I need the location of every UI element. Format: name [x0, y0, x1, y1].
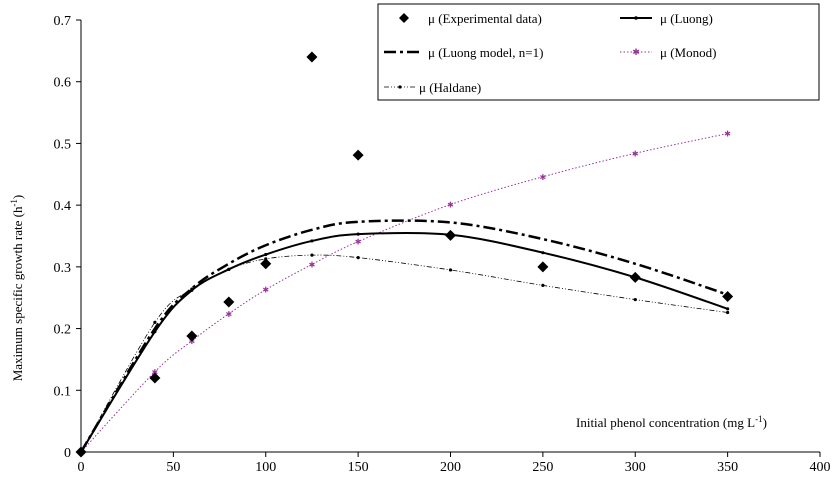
- x-tick-label: 100: [255, 460, 276, 475]
- x-tick-label: 150: [348, 460, 369, 475]
- x-axis-title-sup: -1: [755, 414, 763, 424]
- data-point-luong: [227, 267, 231, 271]
- data-point-monod: ✱: [632, 149, 639, 158]
- data-point-experimental: [722, 290, 734, 302]
- legend-label-haldane: μ (Haldane): [419, 80, 481, 95]
- series-luong: [79, 231, 730, 454]
- legend-point-haldane: [398, 85, 402, 89]
- data-point-monod: ✱: [152, 368, 159, 377]
- x-tick-label: 350: [717, 460, 738, 475]
- x-tick-label: 250: [532, 460, 553, 475]
- data-point-experimental: [149, 372, 161, 384]
- series-line-haldane: [80, 254, 728, 453]
- x-tick-label: 200: [440, 460, 461, 475]
- data-point-experimental: [537, 261, 549, 273]
- legend-point-luong: [634, 16, 638, 20]
- data-point-luong: [726, 307, 730, 311]
- data-point-haldane: [153, 320, 157, 324]
- y-tick-label: 0.5: [54, 137, 72, 152]
- series-line-luong-n1: [79, 219, 729, 453]
- data-point-monod: ✱: [225, 310, 232, 319]
- x-tick-label: 300: [625, 460, 646, 475]
- series-monod: ✱✱✱✱✱✱✱✱✱✱✱: [78, 130, 732, 457]
- y-tick-label: 0.7: [54, 14, 72, 29]
- x-axis-title: Initial phenol concentration (mg L-1): [576, 414, 767, 430]
- x-tick-label: 50: [166, 460, 180, 475]
- series-layer: ✱✱✱✱✱✱✱✱✱✱✱: [75, 51, 734, 458]
- data-point-haldane: [726, 310, 730, 315]
- data-point-haldane: [541, 283, 545, 287]
- legend-label-luong: μ (Luong): [660, 11, 713, 26]
- y-tick-label: 0.6: [54, 76, 72, 91]
- series-line-monod: [80, 133, 728, 453]
- data-point-experimental: [260, 258, 272, 270]
- data-point-monod: ✱: [447, 201, 454, 210]
- data-point-luong: [153, 330, 157, 334]
- y-tick-label: 0.3: [54, 261, 72, 276]
- data-point-luong: [190, 288, 194, 292]
- legend-marker-experimental: [399, 13, 409, 23]
- data-point-monod: ✱: [309, 260, 316, 269]
- data-point-experimental: [75, 446, 87, 458]
- data-point-haldane: [448, 268, 453, 272]
- data-point-monod: ✱: [540, 173, 547, 182]
- data-point-luong: [541, 251, 545, 255]
- y-axis-title: Maximum specific growth rate (h-1): [9, 195, 25, 382]
- legend-frame: [377, 3, 820, 101]
- data-point-luong: [264, 252, 268, 257]
- x-tick-label: 400: [810, 460, 831, 475]
- y-tick-label: 0: [64, 446, 71, 461]
- axes: 0 50 100 150 200 250 300 350 400 0 0.1 0.2 0.3 0.4 0.5…: [54, 14, 831, 475]
- data-point-monod: ✱: [724, 130, 731, 139]
- y-axis-title-main: Maximum specific growth rate (h: [10, 206, 25, 381]
- legend-label-monod: μ (Monod): [660, 45, 716, 60]
- data-point-experimental: [186, 330, 198, 342]
- data-point-haldane: [310, 253, 314, 257]
- series-line-luong: [80, 231, 728, 453]
- data-point-monod: ✱: [262, 286, 269, 295]
- data-point-experimental: [306, 51, 318, 63]
- legend-label-experimental: μ (Experimental data): [428, 11, 542, 26]
- data-point-monod: ✱: [355, 238, 362, 247]
- legend-label-luong-n1: μ (Luong model, n=1): [428, 45, 543, 60]
- series-luong-n1: [79, 219, 729, 453]
- legend: μ (Experimental data) μ (Luong) μ (Luong…: [377, 3, 820, 101]
- data-point-haldane: [356, 256, 360, 260]
- x-axis-title-main: Initial phenol concentration (mg L: [576, 415, 755, 430]
- y-axis-title-sup: -1: [9, 199, 19, 207]
- data-point-experimental: [352, 149, 364, 161]
- data-point-monod: ✱: [188, 337, 195, 346]
- data-point-luong: [310, 239, 314, 243]
- data-point-experimental: [223, 296, 235, 308]
- data-point-haldane: [633, 297, 637, 302]
- data-point-experimental: [629, 271, 641, 283]
- y-tick-label: 0.1: [54, 384, 72, 399]
- y-axis-title-end: ): [10, 195, 25, 199]
- x-tick-label: 0: [78, 460, 85, 475]
- x-axis-title-end: ): [763, 415, 767, 430]
- data-point-luong: [356, 232, 360, 236]
- legend-point-monod: ✱: [632, 47, 640, 57]
- y-tick-label: 0.4: [54, 199, 72, 214]
- data-point-experimental: [445, 229, 456, 241]
- series-experimental: [75, 51, 734, 458]
- y-tick-label: 0.2: [54, 323, 72, 338]
